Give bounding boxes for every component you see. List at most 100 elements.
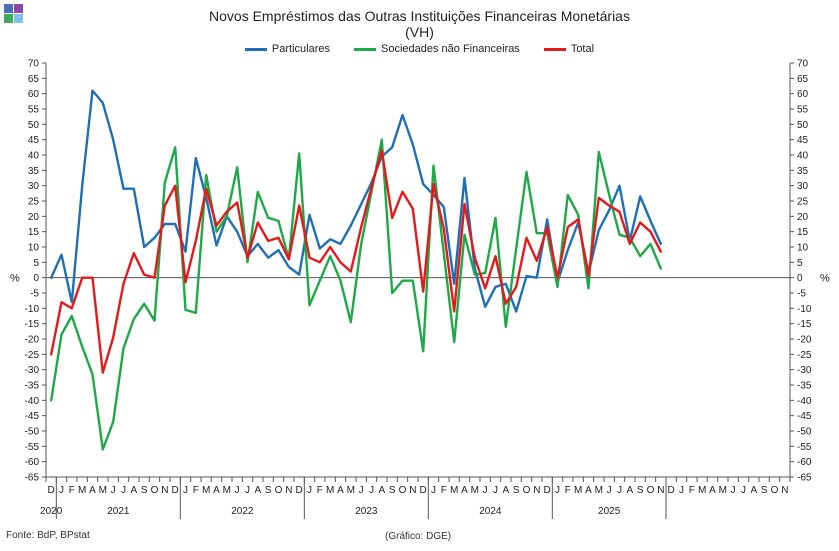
x-tick-label-month: A bbox=[89, 485, 96, 496]
x-tick-label-month: D bbox=[420, 485, 427, 496]
y-tick-label-right: -35 bbox=[797, 381, 812, 392]
x-tick-label-month: J bbox=[183, 485, 188, 496]
y-tick-label-left: 45 bbox=[28, 135, 40, 146]
legend-item-sociedades: Sociedades não Financeiras bbox=[354, 43, 520, 55]
y-tick-label-right: 5 bbox=[797, 258, 803, 269]
x-tick-label-month: J bbox=[369, 485, 374, 496]
x-tick-label-month: N bbox=[161, 485, 168, 496]
x-tick-label-month: F bbox=[193, 485, 199, 496]
x-tick-label-year: 2022 bbox=[231, 506, 254, 517]
logo-square-bl bbox=[4, 14, 13, 23]
x-tick-label-month: J bbox=[741, 485, 746, 496]
x-tick-label-month: O bbox=[523, 485, 531, 496]
x-tick-label-month: N bbox=[657, 485, 664, 496]
y-tick-label-left: 40 bbox=[28, 151, 40, 162]
y-tick-label-right: -10 bbox=[797, 304, 812, 315]
x-tick-label-month: A bbox=[254, 485, 261, 496]
x-tick-label-month: M bbox=[471, 485, 479, 496]
x-tick-label-month: J bbox=[245, 485, 250, 496]
y-tick-label-left: -20 bbox=[25, 335, 40, 346]
y-tick-label-left: -25 bbox=[25, 350, 40, 361]
x-tick-label-month: J bbox=[235, 485, 240, 496]
bdp-logo bbox=[4, 4, 24, 24]
y-tick-label-left: 70 bbox=[28, 59, 40, 70]
y-tick-label-left: 55 bbox=[28, 105, 40, 116]
x-tick-label-month: J bbox=[59, 485, 64, 496]
y-tick-label-left: -15 bbox=[25, 319, 40, 330]
x-tick-label-year: 2025 bbox=[598, 506, 621, 517]
x-tick-label-month: J bbox=[679, 485, 684, 496]
logo-square-tr bbox=[14, 4, 23, 13]
x-tick-label-month: M bbox=[326, 485, 334, 496]
y-tick-label-right: -40 bbox=[797, 396, 812, 407]
y-tick-label-left: 35 bbox=[28, 166, 40, 177]
legend-label-particulares: Particulares bbox=[271, 43, 330, 55]
x-tick-label-month: O bbox=[771, 485, 779, 496]
legend-swatch-particulares bbox=[244, 47, 267, 51]
y-tick-label-left: -5 bbox=[30, 289, 39, 300]
x-tick-label-month: A bbox=[750, 485, 757, 496]
legend-item-particulares: Particulares bbox=[244, 43, 330, 55]
y-tick-label-right: 20 bbox=[797, 212, 809, 223]
x-tick-label-year: 2024 bbox=[479, 506, 502, 517]
logo-square-br bbox=[14, 14, 23, 23]
series-line-total bbox=[50, 149, 662, 374]
x-tick-label-month: J bbox=[493, 485, 498, 496]
x-tick-label-month: J bbox=[731, 485, 736, 496]
y-tick-label-right: 30 bbox=[797, 181, 809, 192]
y-tick-label-left: -55 bbox=[25, 442, 40, 453]
x-tick-label-month: F bbox=[565, 485, 571, 496]
x-tick-label-month: M bbox=[99, 485, 107, 496]
x-tick-label-month: A bbox=[585, 485, 592, 496]
y-tick-label-left: -65 bbox=[25, 473, 40, 484]
x-tick-label-month: J bbox=[483, 485, 488, 496]
x-tick-label-month: S bbox=[389, 485, 396, 496]
y-tick-label-left: -40 bbox=[25, 396, 40, 407]
y-tick-label-right: 65 bbox=[797, 74, 809, 85]
chart-subtitle: (VH) bbox=[405, 24, 434, 40]
y-tick-label-left: 65 bbox=[28, 74, 40, 85]
y-tick-label-right: 0 bbox=[797, 273, 803, 284]
series-line-sociedades-n-o-financeiras bbox=[50, 138, 662, 451]
x-tick-label-month: D bbox=[296, 485, 303, 496]
x-tick-label-month: A bbox=[626, 485, 633, 496]
x-tick-label-month: J bbox=[555, 485, 560, 496]
legend-swatch-sociedades bbox=[354, 47, 376, 51]
x-tick-label-month: F bbox=[317, 485, 323, 496]
y-tick-label-left: 60 bbox=[28, 89, 40, 100]
y-tick-label-right: 70 bbox=[797, 59, 809, 70]
x-tick-label-month: M bbox=[78, 485, 86, 496]
legend-label-total: Total bbox=[570, 43, 595, 55]
y-tick-label-right: 15 bbox=[797, 227, 809, 238]
y-tick-label-right: -15 bbox=[797, 319, 812, 330]
y-tick-label-right: -55 bbox=[797, 442, 812, 453]
y-tick-label-left: -10 bbox=[25, 304, 40, 315]
x-tick-label-month: N bbox=[409, 485, 416, 496]
x-tick-label-month: M bbox=[450, 485, 458, 496]
y-tick-label-right: -50 bbox=[797, 427, 812, 438]
y-tick-label-right: 10 bbox=[797, 243, 809, 254]
legend-label-sociedades: Sociedades não Financeiras bbox=[381, 43, 520, 55]
x-tick-label-month: S bbox=[513, 485, 520, 496]
x-tick-label-month: J bbox=[431, 485, 436, 496]
x-tick-label-month: J bbox=[111, 485, 116, 496]
y-tick-label-right: 25 bbox=[797, 197, 809, 208]
x-tick-label-month: M bbox=[223, 485, 231, 496]
x-tick-label-month: D bbox=[172, 485, 179, 496]
x-tick-label-month: J bbox=[607, 485, 612, 496]
y-tick-label-right: 50 bbox=[797, 120, 809, 131]
x-tick-label-year: 2020 bbox=[40, 506, 63, 517]
x-tick-label-year: 2021 bbox=[107, 506, 130, 517]
x-tick-label-month: M bbox=[574, 485, 582, 496]
x-tick-label-month: M bbox=[719, 485, 727, 496]
y-tick-label-right: -45 bbox=[797, 411, 812, 422]
y-tick-label-right: -5 bbox=[797, 289, 806, 300]
y-tick-label-right: -65 bbox=[797, 473, 812, 484]
y-tick-label-right: 60 bbox=[797, 89, 809, 100]
x-tick-label-month: O bbox=[275, 485, 283, 496]
x-tick-label-month: A bbox=[502, 485, 509, 496]
y-tick-label-left: 0 bbox=[33, 273, 39, 284]
y-tick-label-left: 10 bbox=[28, 243, 40, 254]
legend-swatch-total bbox=[543, 47, 566, 51]
y-tick-label-left: -30 bbox=[25, 365, 40, 376]
